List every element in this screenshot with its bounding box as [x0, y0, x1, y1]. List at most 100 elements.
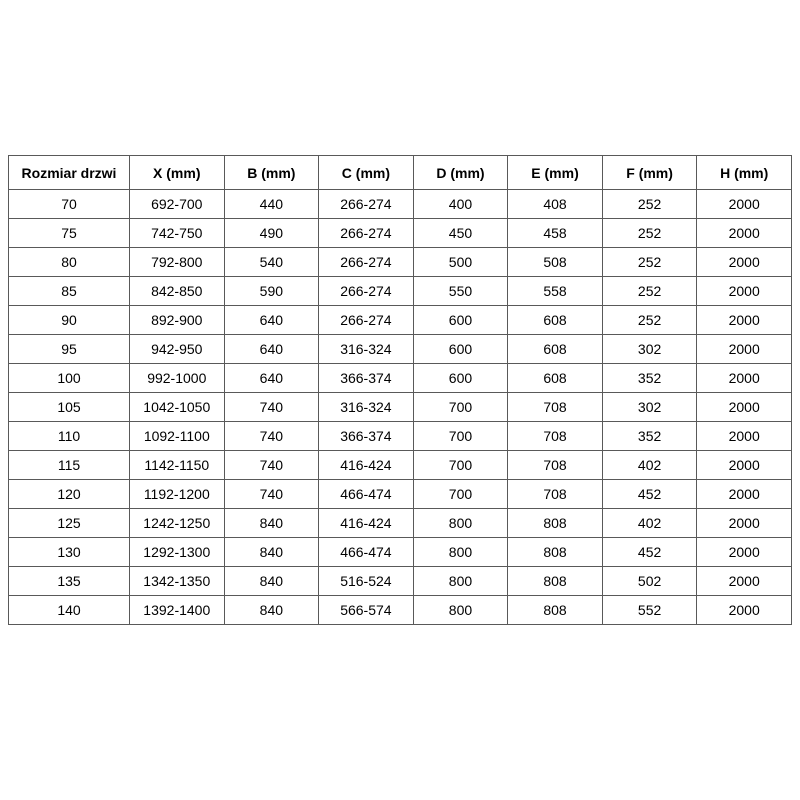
- table-cell: 740: [223, 450, 320, 480]
- table-cell: 105: [8, 392, 130, 422]
- table-cell: 252: [601, 247, 698, 277]
- table-cell: 252: [601, 305, 698, 335]
- table-cell: 1392-1400: [129, 595, 225, 625]
- column-header: H (mm): [696, 155, 792, 190]
- table-cell: 550: [412, 276, 509, 306]
- table-cell: 95: [8, 334, 130, 364]
- table-cell: 140: [8, 595, 130, 625]
- table-cell: 808: [507, 595, 603, 625]
- table-cell: 700: [412, 392, 509, 422]
- table-row: 115 1142-1150 740 416-424 700 708 402 2000: [8, 450, 792, 480]
- table-cell: 708: [507, 392, 603, 422]
- table-cell: 366-374: [318, 363, 414, 393]
- table-row: 120 1192-1200 740 466-474 700 708 452 2000: [8, 479, 792, 509]
- table-cell: 558: [507, 276, 603, 306]
- table-cell: 252: [601, 276, 698, 306]
- table-cell: 566-574: [318, 595, 414, 625]
- table-cell: 700: [412, 421, 509, 451]
- table-cell: 808: [507, 566, 603, 596]
- table-cell: 1092-1100: [129, 421, 225, 451]
- table-row: 105 1042-1050 740 316-324 700 708 302 2000: [8, 392, 792, 422]
- table-cell: 466-474: [318, 479, 414, 509]
- table-cell: 708: [507, 421, 603, 451]
- table-cell: 640: [223, 363, 320, 393]
- column-header: C (mm): [318, 155, 414, 190]
- door-dimensions-table: Rozmiar drzwi X (mm) B (mm) C (mm) D (mm) E (…: [8, 155, 792, 625]
- column-header: D (mm): [412, 155, 509, 190]
- table-cell: 266-274: [318, 276, 414, 306]
- table-cell: 700: [412, 479, 509, 509]
- table-cell: 742-750: [129, 218, 225, 248]
- column-header: Rozmiar drzwi: [8, 155, 130, 190]
- table-row: 135 1342-1350 840 516-524 800 808 502 2000: [8, 566, 792, 596]
- table-cell: 1242-1250: [129, 508, 225, 538]
- table-cell: 700: [412, 450, 509, 480]
- table-cell: 2000: [696, 305, 792, 335]
- table-cell: 942-950: [129, 334, 225, 364]
- table-cell: 100: [8, 363, 130, 393]
- table-header: Rozmiar drzwi X (mm) B (mm) C (mm) D (mm) E (…: [8, 155, 792, 190]
- table-row: 110 1092-1100 740 366-374 700 708 352 2000: [8, 421, 792, 451]
- column-header: F (mm): [601, 155, 698, 190]
- table-cell: 2000: [696, 508, 792, 538]
- table-cell: 540: [223, 247, 320, 277]
- table-cell: 266-274: [318, 189, 414, 219]
- table-cell: 366-374: [318, 421, 414, 451]
- table-cell: 2000: [696, 479, 792, 509]
- table-cell: 1192-1200: [129, 479, 225, 509]
- table-row: 95 942-950 640 316-324 600 608 302 2000: [8, 334, 792, 364]
- table-cell: 452: [601, 537, 698, 567]
- table-cell: 75: [8, 218, 130, 248]
- table-cell: 840: [223, 537, 320, 567]
- table-cell: 452: [601, 479, 698, 509]
- table-cell: 500: [412, 247, 509, 277]
- table-cell: 416-424: [318, 450, 414, 480]
- table-cell: 640: [223, 334, 320, 364]
- table-cell: 708: [507, 479, 603, 509]
- table-cell: 2000: [696, 537, 792, 567]
- table-cell: 740: [223, 421, 320, 451]
- table-cell: 352: [601, 421, 698, 451]
- table-cell: 466-474: [318, 537, 414, 567]
- table-cell: 516-524: [318, 566, 414, 596]
- table-cell: 408: [507, 189, 603, 219]
- table-cell: 842-850: [129, 276, 225, 306]
- table-cell: 490: [223, 218, 320, 248]
- table-cell: 840: [223, 595, 320, 625]
- table-cell: 135: [8, 566, 130, 596]
- table-cell: 115: [8, 450, 130, 480]
- table-cell: 608: [507, 334, 603, 364]
- table-cell: 402: [601, 450, 698, 480]
- table-cell: 316-324: [318, 392, 414, 422]
- table-cell: 120: [8, 479, 130, 509]
- table-body: 70 692-700 440 266-274 400 408 252 2000 75 742-75…: [8, 189, 792, 625]
- table-cell: 2000: [696, 566, 792, 596]
- table-cell: 125: [8, 508, 130, 538]
- table-cell: 80: [8, 247, 130, 277]
- table-cell: 892-900: [129, 305, 225, 335]
- table-cell: 740: [223, 479, 320, 509]
- table-cell: 2000: [696, 392, 792, 422]
- table-cell: 90: [8, 305, 130, 335]
- table-row: 130 1292-1300 840 466-474 800 808 452 2000: [8, 537, 792, 567]
- column-header: B (mm): [223, 155, 320, 190]
- table-cell: 85: [8, 276, 130, 306]
- table-cell: 640: [223, 305, 320, 335]
- table-cell: 316-324: [318, 334, 414, 364]
- table-cell: 502: [601, 566, 698, 596]
- table-cell: 2000: [696, 218, 792, 248]
- table-row: 140 1392-1400 840 566-574 800 808 552 2000: [8, 595, 792, 625]
- table-cell: 416-424: [318, 508, 414, 538]
- table-cell: 1292-1300: [129, 537, 225, 567]
- column-header: X (mm): [129, 155, 225, 190]
- table-row: 85 842-850 590 266-274 550 558 252 2000: [8, 276, 792, 306]
- table-cell: 440: [223, 189, 320, 219]
- dimensions-table-container: Rozmiar drzwi X (mm) B (mm) C (mm) D (mm) E (…: [8, 155, 792, 625]
- table-cell: 2000: [696, 421, 792, 451]
- table-cell: 600: [412, 363, 509, 393]
- table-cell: 252: [601, 189, 698, 219]
- table-cell: 1142-1150: [129, 450, 225, 480]
- table-cell: 840: [223, 566, 320, 596]
- header-row: Rozmiar drzwi X (mm) B (mm) C (mm) D (mm) E (…: [8, 155, 792, 190]
- table-cell: 302: [601, 334, 698, 364]
